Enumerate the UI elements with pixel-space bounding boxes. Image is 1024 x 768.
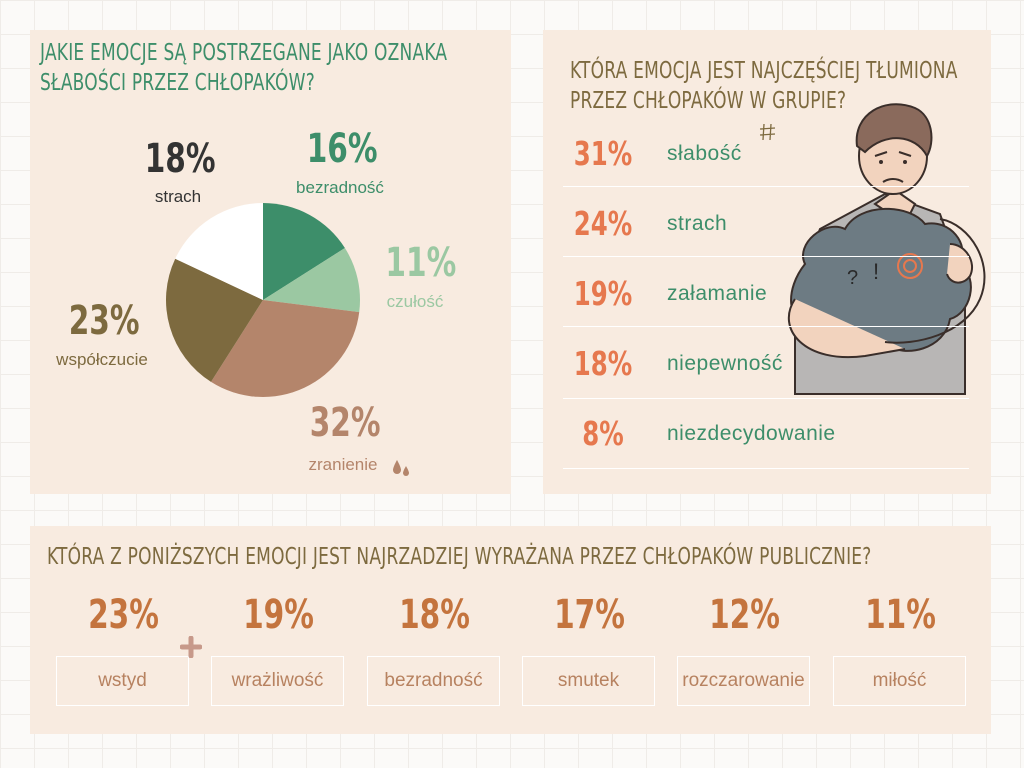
rank-label-2: strach bbox=[667, 212, 728, 235]
pie-label-zranienie: zranienie bbox=[308, 455, 378, 474]
box-label-5: rozczarowanie bbox=[677, 656, 810, 706]
pie-slice-strach bbox=[175, 203, 263, 300]
box-pct-3: 18% bbox=[399, 592, 470, 638]
rank-label-5: niezdecydowanie bbox=[667, 422, 836, 445]
box-pct-5: 12% bbox=[709, 592, 780, 638]
rank-divider-3 bbox=[563, 326, 969, 327]
box-label-6: miłość bbox=[833, 656, 966, 706]
list-title-line1: KTÓRA EMOCJA JEST NAJCZĘŚCIEJ TŁUMIONA bbox=[570, 58, 958, 84]
pie-pct-bezradnosc: 16% bbox=[306, 126, 378, 172]
svg-text:!: ! bbox=[873, 259, 879, 284]
pie-chart bbox=[166, 203, 360, 397]
hash-doodle-icon bbox=[759, 123, 776, 141]
pie-label-strach: strach bbox=[154, 187, 202, 206]
rank-label-3: załamanie bbox=[667, 282, 768, 305]
box-item-4: 17% smutek bbox=[522, 592, 657, 706]
rank-pct-4: 18% bbox=[573, 344, 633, 383]
pie-label-czulosc: czułość bbox=[386, 292, 444, 311]
pie-title: JAKIE EMOCJE SĄ POSTRZEGANE JAKO OZNAKA … bbox=[40, 38, 447, 98]
teardrops-icon bbox=[393, 460, 409, 476]
pie-label-bezradnosc: bezradność bbox=[296, 178, 384, 197]
sad-boy-illustration: ! ? bbox=[788, 103, 986, 395]
pie-slice-bezradność bbox=[263, 203, 345, 300]
pie-label-wspolczucie: współczucie bbox=[56, 350, 148, 369]
box-pct-6: 11% bbox=[865, 592, 936, 638]
pie-slice-zranienie bbox=[211, 300, 360, 397]
box-pct-4: 17% bbox=[554, 592, 625, 638]
svg-text:?: ? bbox=[847, 267, 858, 289]
pie-slice-czułość bbox=[263, 248, 360, 313]
box-item-5: 12% rozczarowanie bbox=[677, 592, 812, 706]
pie-title-line1: JAKIE EMOCJE SĄ POSTRZEGANE JAKO OZNAKA bbox=[40, 40, 448, 66]
rank-pct-1: 31% bbox=[573, 134, 633, 173]
box-pct-2: 19% bbox=[243, 592, 314, 638]
rank-divider-4 bbox=[563, 398, 969, 399]
boxes-title: KTÓRA Z PONIŻSZYCH EMOCJI JEST NAJRZADZI… bbox=[47, 544, 872, 570]
rank-pct-5: 8% bbox=[582, 414, 624, 453]
box-label-3: bezradność bbox=[367, 656, 500, 706]
pie-slice-współczucie bbox=[166, 258, 263, 382]
pie-pct-zranienie: 32% bbox=[309, 400, 381, 446]
rank-divider-2 bbox=[563, 256, 969, 257]
box-pct-1: 23% bbox=[88, 592, 159, 638]
list-title-line2: PRZEZ CHŁOPAKÓW W GRUPIE? bbox=[570, 88, 847, 114]
box-label-1: wstyd bbox=[56, 656, 189, 706]
boxes-panel: KTÓRA Z PONIŻSZYCH EMOCJI JEST NAJRZADZI… bbox=[30, 526, 991, 734]
rank-label-4: niepewność bbox=[667, 352, 783, 375]
rank-divider-5 bbox=[563, 468, 969, 469]
pie-pct-wspolczucie: 23% bbox=[68, 298, 140, 344]
rank-pct-3: 19% bbox=[573, 274, 633, 313]
box-item-1: 23% wstyd bbox=[56, 592, 191, 706]
list-title: KTÓRA EMOCJA JEST NAJCZĘŚCIEJ TŁUMIONA P… bbox=[570, 56, 958, 116]
rank-divider-1 bbox=[563, 186, 969, 187]
pie-title-line2: SŁABOŚCI PRZEZ CHŁOPAKÓW? bbox=[40, 70, 315, 96]
box-item-3: 18% bezradność bbox=[367, 592, 502, 706]
pie-panel: JAKIE EMOCJE SĄ POSTRZEGANE JAKO OZNAKA … bbox=[30, 30, 511, 494]
pie-pct-strach: 18% bbox=[144, 136, 216, 182]
rank-label-1: słabość bbox=[667, 142, 742, 165]
list-panel: KTÓRA EMOCJA JEST NAJCZĘŚCIEJ TŁUMIONA P… bbox=[543, 30, 991, 494]
box-label-2: wrażliwość bbox=[211, 656, 344, 706]
box-item-2: 19% wrażliwość bbox=[211, 592, 346, 706]
box-item-6: 11% miłość bbox=[833, 592, 968, 706]
plus-doodle-icon bbox=[180, 636, 202, 658]
rank-pct-2: 24% bbox=[573, 204, 633, 243]
box-label-4: smutek bbox=[522, 656, 655, 706]
pie-pct-czulosc: 11% bbox=[385, 240, 457, 286]
